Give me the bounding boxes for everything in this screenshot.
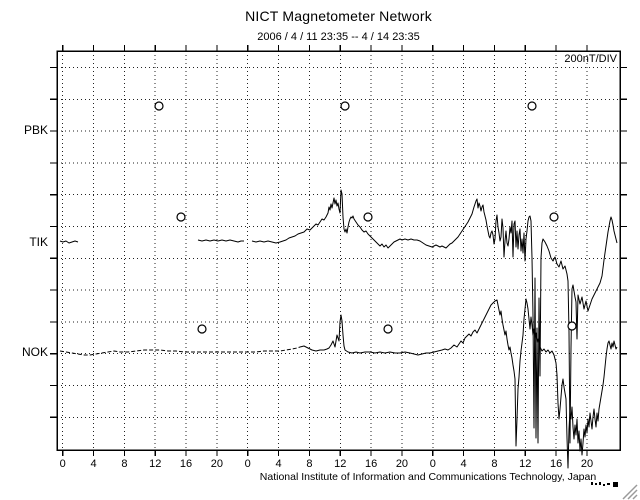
x-tick-label: 12: [519, 458, 531, 470]
day-marker-circle: [154, 101, 164, 111]
day-marker-circle: [340, 101, 350, 111]
plot-frame: [56, 50, 621, 451]
x-tick-label: 16: [550, 458, 562, 470]
day-marker-circle: [197, 324, 207, 334]
station-label-pbk: PBK: [24, 123, 48, 137]
x-tick-label: 16: [365, 458, 377, 470]
resize-grip-icon[interactable]: [622, 484, 638, 500]
x-tick-label: 8: [491, 458, 497, 470]
day-marker-circle: [549, 212, 559, 222]
trace-tik: [59, 240, 79, 244]
day-marker-circle: [567, 321, 577, 331]
x-tick-label: 16: [180, 458, 192, 470]
page-title: NICT Magnetometer Network: [245, 8, 432, 24]
trace-tik: [197, 239, 244, 243]
x-tick-label: 12: [149, 458, 161, 470]
footer-credit: National Institute of Information and Co…: [259, 471, 597, 483]
x-tick-label: 20: [396, 458, 408, 470]
x-tick-label: 4: [276, 458, 282, 470]
x-tick-label: 20: [581, 458, 593, 470]
day-marker-circle: [363, 212, 373, 222]
x-tick-label: 0: [430, 458, 436, 470]
x-tick-label: 0: [60, 458, 66, 470]
x-tick-label: 4: [90, 458, 96, 470]
x-tick-label: 4: [461, 458, 467, 470]
x-tick-label: 8: [306, 458, 312, 470]
station-label-tik: TIK: [29, 235, 48, 249]
x-tick-label: 12: [334, 458, 346, 470]
x-tick-label: 20: [211, 458, 223, 470]
trace-nok: [59, 346, 301, 356]
station-label-nok: NOK: [22, 345, 48, 359]
scale-per-division-label: 200nT/DIV: [564, 53, 617, 65]
trace-nok: [299, 298, 618, 469]
trace-tik: [251, 189, 618, 444]
x-tick-label: 0: [245, 458, 251, 470]
day-marker-circle: [527, 101, 537, 111]
day-marker-circle: [176, 212, 186, 222]
time-range-subtitle: 2006 / 4 / 11 23:35 -- 4 / 14 23:35: [257, 31, 420, 43]
x-tick-label: 8: [121, 458, 127, 470]
day-marker-circle: [383, 324, 393, 334]
tiny-marks: [591, 482, 618, 487]
